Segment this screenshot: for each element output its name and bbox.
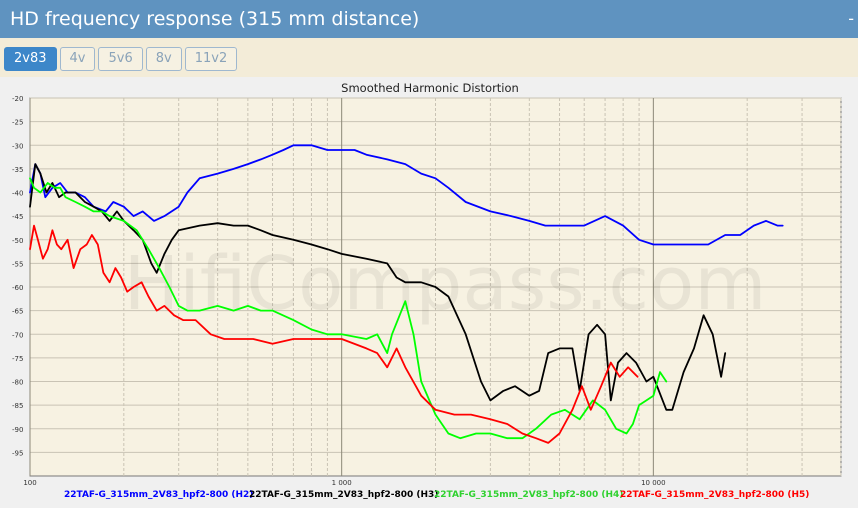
legend-item-h4: 22TAF-G_315mm_2V83_hpf2-800 (H4): [434, 490, 624, 500]
legend-item-h2: 22TAF-G_315mm_2V83_hpf2-800 (H2): [64, 490, 254, 500]
y-tick-label: -80: [12, 379, 23, 387]
series-line-h4: [29, 177, 668, 440]
y-tick-label: -35: [12, 166, 23, 174]
y-tick-label: -85: [12, 402, 23, 410]
y-tick-label: -45: [12, 213, 23, 221]
y-tick-label: -60: [12, 284, 23, 292]
series-line-h2: [29, 144, 784, 246]
x-axis-ticks: 100 1 000 10 000: [23, 479, 665, 487]
y-tick-label: -75: [12, 355, 23, 363]
x-tick-label: 100: [23, 479, 36, 487]
tab-2v83[interactable]: 2v83: [4, 47, 57, 71]
legend-item-h3: 22TAF-G_315mm_2V83_hpf2-800 (H3): [249, 490, 439, 500]
watermark: HifiCompass.com: [124, 241, 767, 327]
tab-8v[interactable]: 8v: [145, 47, 182, 71]
legend-item-h5: 22TAF-G_315mm_2V83_hpf2-800 (H5): [620, 490, 810, 500]
collapse-button[interactable]: -: [848, 9, 854, 28]
x-tick-label: 10 000: [641, 479, 666, 487]
series-lines: [29, 144, 784, 444]
y-tick-label: -65: [12, 308, 23, 316]
y-tick-label: -95: [12, 449, 23, 457]
series-line-h5: [29, 224, 639, 444]
y-tick-label: -25: [12, 119, 23, 127]
chart-title: Smoothed Harmonic Distortion: [341, 81, 519, 95]
y-tick-label: -70: [12, 331, 23, 339]
tab-11v2[interactable]: 11v2: [184, 47, 238, 71]
y-tick-label: -20: [12, 95, 23, 103]
y-tick-label: -40: [12, 190, 23, 198]
tab-5v6[interactable]: 5v6: [98, 47, 143, 71]
y-tick-label: -30: [12, 142, 23, 150]
chart-legend: 22TAF-G_315mm_2V83_hpf2-800 (H2) 22TAF-G…: [0, 489, 858, 505]
y-tick-label: -90: [12, 426, 23, 434]
harmonic-distortion-chart: Smoothed Harmonic Distortion HifiCompass…: [12, 81, 842, 487]
voltage-tabs: 2v83 4v 5v6 8v 11v2: [4, 47, 240, 71]
x-tick-label: 1 000: [332, 479, 352, 487]
grid-lines: [29, 97, 842, 476]
chart-panel: Smoothed Harmonic Distortion HifiCompass…: [0, 77, 858, 508]
y-tick-label: -55: [12, 260, 23, 268]
tab-4v[interactable]: 4v: [59, 47, 96, 71]
y-tick-label: -50: [12, 237, 23, 245]
series-line-h3: [29, 163, 727, 411]
y-axis-ticks: -20 -25 -30 -35 -40 -45 -50 -55 -60 -65 -70 -75 -80 -…: [12, 95, 23, 457]
header-bar: HD frequency response (315 mm distance) …: [0, 0, 858, 38]
page-title: HD frequency response (315 mm distance): [10, 8, 420, 30]
